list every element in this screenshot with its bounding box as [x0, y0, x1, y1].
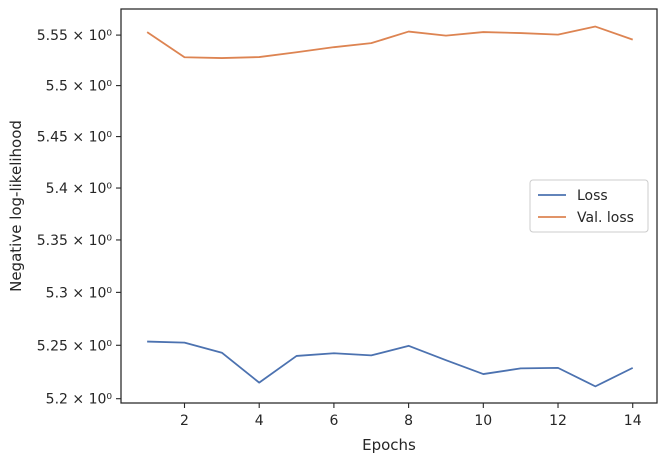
x-axis-label: Epochs	[362, 436, 416, 454]
x-tick-label: 12	[549, 413, 567, 429]
x-tick-label: 8	[404, 413, 413, 429]
series-line-1	[146, 25, 634, 59]
y-tick-label: 5.55 × 10⁰	[37, 28, 113, 44]
y-axis-ticks: 5.2 × 10⁰ 5.25 × 10⁰ 5.3 × 10⁰ 5.35 × 10⁰ 5.…	[37, 28, 121, 408]
legend-box	[529, 179, 649, 233]
legend-label-1: Val. loss	[577, 210, 634, 226]
y-axis-label: Negative log-likelihood	[7, 120, 25, 292]
y-tick-label: 5.3 × 10⁰	[46, 285, 113, 301]
y-tick-label: 5.5 × 10⁰	[46, 79, 113, 95]
y-tick-label: 5.25 × 10⁰	[37, 338, 113, 354]
legend: Loss Val. loss	[529, 179, 649, 233]
series-line-0	[147, 340, 634, 388]
x-tick-label: 4	[255, 413, 264, 429]
series-lines	[146, 25, 634, 388]
x-axis-ticks: 2 4 6 8 10 12 14	[180, 403, 642, 429]
plot-frame	[120, 8, 658, 404]
y-tick-label: 5.4 × 10⁰	[46, 181, 113, 197]
x-tick-label: 14	[624, 413, 642, 429]
legend-label-0: Loss	[577, 188, 608, 204]
y-tick-label: 5.45 × 10⁰	[37, 130, 113, 146]
y-tick-label: 5.35 × 10⁰	[37, 233, 113, 249]
y-tick-label: 5.2 × 10⁰	[46, 392, 113, 408]
x-tick-label: 6	[329, 413, 338, 429]
x-tick-label: 10	[474, 413, 492, 429]
x-tick-label: 2	[180, 413, 189, 429]
